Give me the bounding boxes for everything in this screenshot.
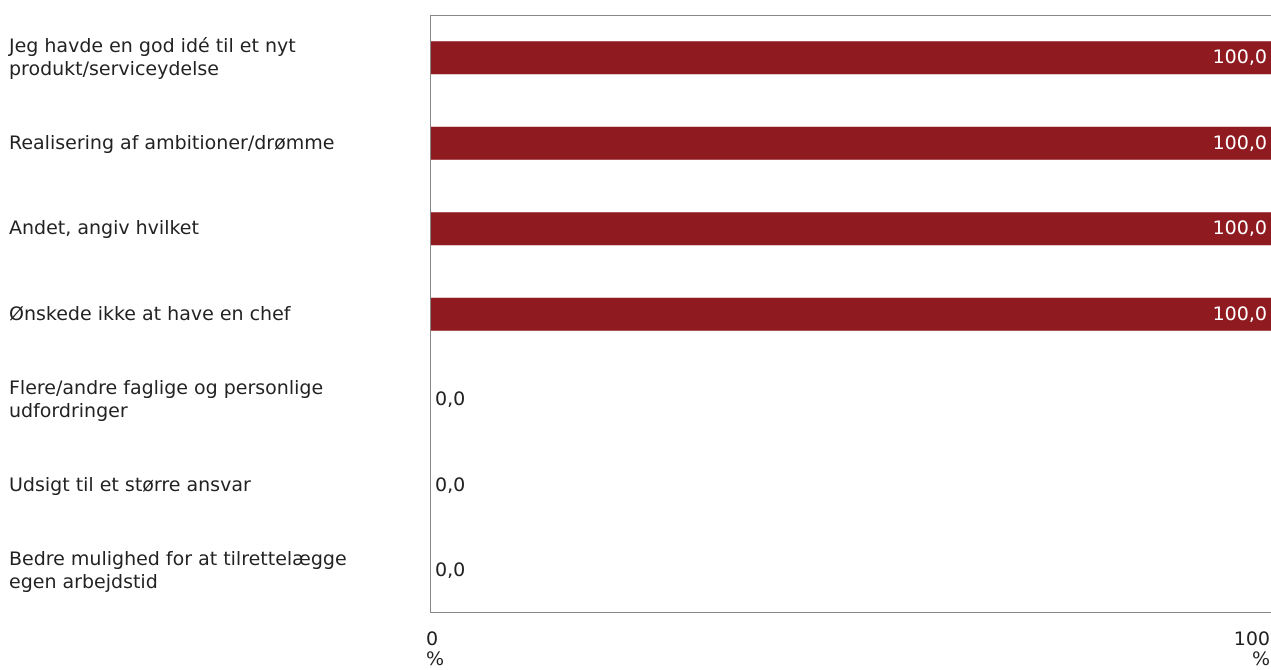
bar	[431, 212, 1271, 246]
category-label-line: Andet, angiv hvilket	[9, 217, 199, 240]
category-label-line: Udsigt til et større ansvar	[9, 473, 251, 496]
value-label: 100,0	[1212, 46, 1267, 69]
category-label-line: Realisering af ambitioner/drømme	[9, 131, 335, 154]
x-tick-value: 0	[426, 628, 439, 650]
category-label: Udsigt til et større ansvar	[9, 474, 409, 497]
x-tick-label: 0%	[426, 629, 450, 669]
x-tick-unit: %	[1251, 648, 1270, 670]
category-label-line: udfordringer	[9, 399, 128, 422]
value-label: 0,0	[435, 473, 466, 496]
bar	[431, 41, 1271, 75]
category-label-line: Bedre mulighed for at tilrettelægge	[9, 547, 347, 570]
category-label-line: Ønskede ikke at have en chef	[9, 302, 291, 325]
x-tick-unit: %	[426, 648, 445, 670]
category-label: Realisering af ambitioner/drømme	[9, 132, 409, 155]
category-label-line: Flere/andre faglige og personlige	[9, 376, 324, 399]
bar	[431, 297, 1271, 331]
category-label: Jeg havde en god idé til et nyt produkt/s…	[9, 35, 409, 81]
value-label: 0,0	[435, 388, 466, 411]
x-tick-value: 100	[1233, 628, 1270, 650]
value-label: 100,0	[1212, 131, 1267, 154]
category-label-line: produkt/serviceydelse	[9, 57, 219, 80]
value-label: 0,0	[435, 559, 466, 582]
category-label-line: egen arbejdstid	[9, 570, 158, 593]
category-label-line: Jeg havde en god idé til et nyt	[9, 34, 296, 57]
category-label: Flere/andre faglige og personlige udfordr…	[9, 377, 409, 423]
value-label: 100,0	[1212, 302, 1267, 325]
category-label: Andet, angiv hvilket	[9, 217, 409, 240]
x-tick-label: 100%	[1226, 629, 1270, 669]
category-label: Ønskede ikke at have en chef	[9, 303, 409, 326]
bars-group	[431, 41, 1271, 331]
value-label: 100,0	[1212, 217, 1267, 240]
bar	[431, 126, 1271, 160]
category-label: Bedre mulighed for at tilrettelægge egen …	[9, 548, 409, 594]
